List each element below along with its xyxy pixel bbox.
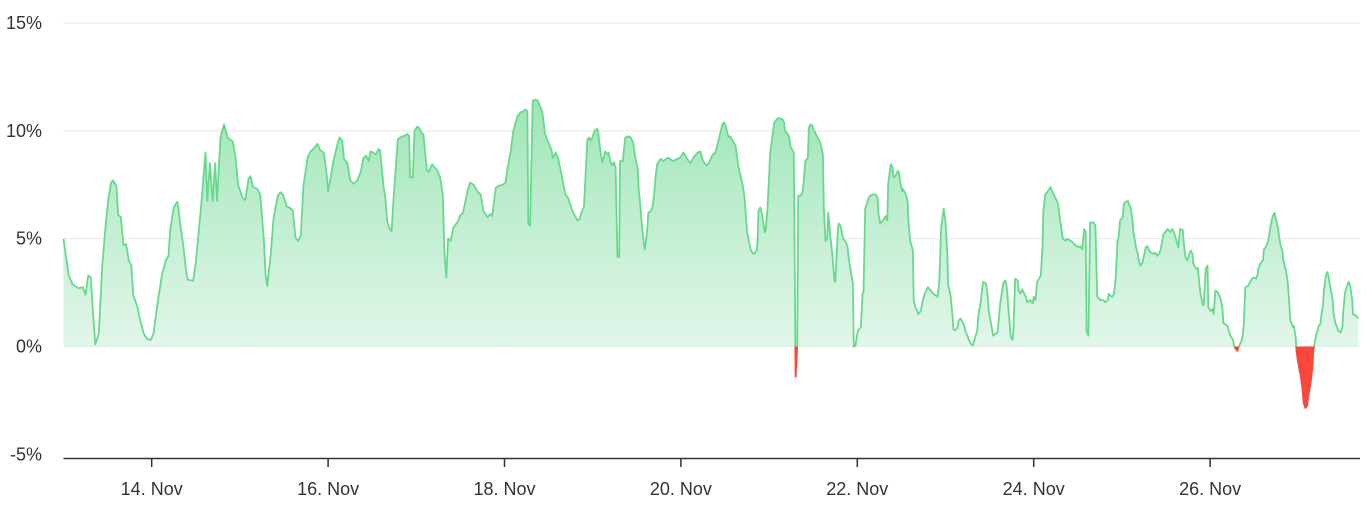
- y-axis-label: 15%: [6, 13, 42, 33]
- y-axis-label: 5%: [16, 229, 42, 249]
- y-axis-label: 10%: [6, 121, 42, 141]
- axis-labels-layer: 15% 10% 5% 0% -5% 14. Nov 16. Nov 18. Nov 20. No…: [6, 13, 1241, 499]
- positive-area-fill: [63, 99, 1359, 347]
- plot-area[interactable]: [63, 22, 1360, 459]
- x-axis-label: 18. Nov: [473, 479, 535, 499]
- x-axis-label: 26. Nov: [1179, 479, 1241, 499]
- x-axis-label: 20. Nov: [650, 479, 712, 499]
- x-axis-layer: [63, 457, 1360, 467]
- x-axis-label: 14. Nov: [121, 479, 183, 499]
- y-axis-label: 0%: [16, 337, 42, 357]
- x-axis-label: 16. Nov: [297, 479, 359, 499]
- x-axis-label: 24. Nov: [1003, 479, 1065, 499]
- x-axis-label: 22. Nov: [826, 479, 888, 499]
- positive-series-line: [62, 98, 1359, 347]
- y-axis-label: -5%: [10, 444, 42, 464]
- series-layer: [62, 98, 1359, 409]
